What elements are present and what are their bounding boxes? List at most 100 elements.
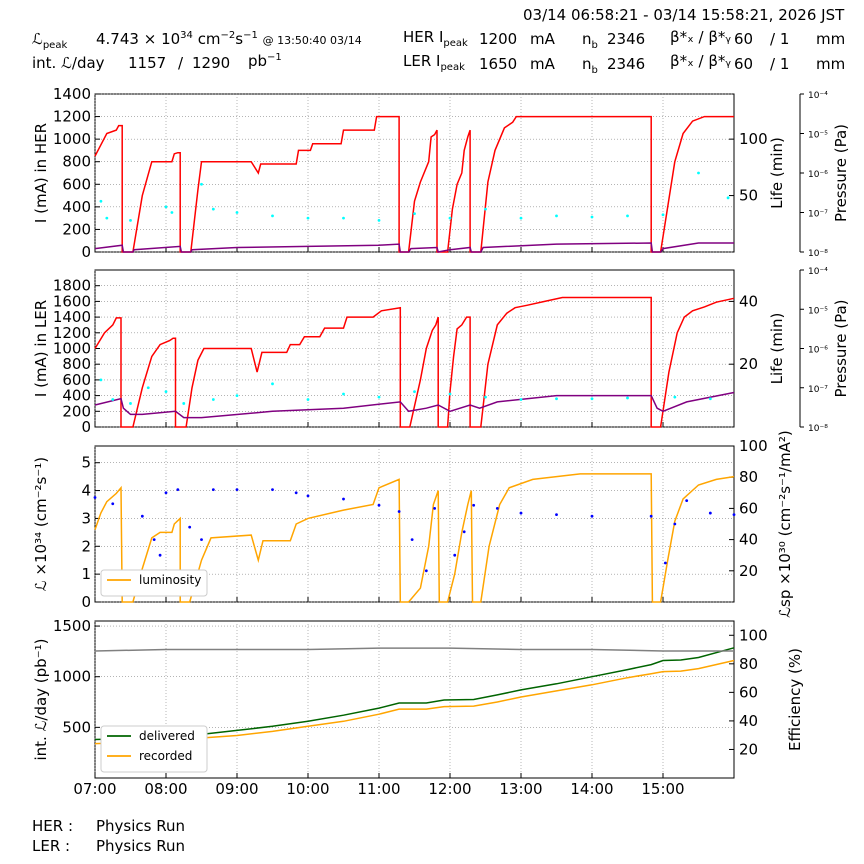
her-ytick-label: 1000 [53, 130, 91, 148]
lpeak-exp: 34 [180, 30, 193, 41]
lpeak-symbol: ℒ [32, 30, 43, 48]
her-pressure-point [164, 205, 168, 209]
integrated-ylabel: int. ℒ/day (pb⁻¹) [32, 639, 50, 761]
her-pressure-point [271, 214, 274, 218]
her-label: HER I [403, 28, 444, 46]
her-pressure-point [661, 213, 665, 217]
luminosity-specific-point [685, 499, 689, 502]
integrated-legend [100, 725, 208, 773]
ler-y2tick-label: 20 [739, 355, 758, 373]
integrated-y2tick-label: 40 [739, 712, 758, 730]
ler-beta-unit: mm [816, 55, 846, 73]
ler-y3tick-label: 10⁻⁸ [808, 424, 828, 434]
ler-ytick-label: 1800 [53, 277, 91, 295]
luminosity-specific-point [519, 511, 523, 515]
ler-pressure-point [129, 402, 132, 405]
ler-pressure-point [146, 386, 150, 390]
her-pressure-point [377, 219, 381, 222]
luminosity-specific-point [555, 513, 558, 517]
ler-pressure-point [235, 394, 239, 397]
her-beta-unit: mm [816, 30, 846, 48]
luminosity-specific-point [708, 511, 712, 515]
her-nb-value: 2346 [607, 30, 646, 48]
lpeak-at: @ 13:50:40 03/14 [262, 34, 362, 47]
ler-ytick-label: 1600 [53, 292, 91, 310]
intl-delivered: 1157 [128, 54, 167, 72]
her-pressure-point [519, 216, 523, 220]
luminosity-specific-point [306, 494, 310, 498]
luminosity-ytick-label: 3 [81, 509, 91, 527]
ler-ytick-label: 0 [81, 418, 91, 436]
lpeak-unit-a: cm [197, 30, 221, 48]
ler-y3label: Pressure (Pa) [832, 299, 850, 397]
her-pressure-point [235, 211, 239, 214]
lpeak-sub: peak [42, 40, 68, 51]
ler-pressure-point [708, 397, 712, 401]
luminosity-specific-point [158, 553, 162, 557]
luminosity-specific-point [200, 538, 203, 541]
ler-pressure-point [626, 396, 629, 400]
her-ytick-label: 0 [81, 243, 91, 261]
ler-pressure-point [342, 392, 345, 396]
ler-pressure-point [182, 402, 186, 405]
lpeak-value: 4.743 [96, 30, 139, 48]
ler-ytick-label: 600 [62, 371, 91, 389]
ler-label: LER I [403, 52, 441, 70]
integrated-ytick-label: 500 [62, 718, 91, 736]
x-tick-label: 07:00 [73, 780, 116, 798]
ler-ylabel: I (mA) in LER [32, 300, 50, 397]
luminosity-ytick-label: 0 [81, 593, 91, 611]
luminosity-ytick-label: 1 [81, 565, 91, 583]
her-frame [94, 93, 735, 253]
her-nb: n [582, 30, 592, 48]
ler-pressure-point [211, 398, 215, 401]
ler-y2tick-label: 40 [739, 292, 758, 310]
her-ytick-label: 600 [62, 175, 91, 193]
luminosity-specific-point [732, 513, 736, 517]
her-pressure-point [99, 199, 103, 203]
integrated-efficiency-line [94, 647, 734, 652]
integrated-y2tick-label: 80 [739, 655, 758, 673]
luminosity-specific-point [235, 488, 239, 492]
luminosity-y2tick-label: 60 [739, 499, 758, 517]
her-pressure-point [105, 216, 109, 220]
her-y3tick-label: 10⁻⁵ [808, 131, 828, 141]
lpeak-times: × 10 [143, 30, 181, 48]
integrated-recorded-line [94, 659, 735, 745]
integrated-y2label: Efficiency (%) [786, 648, 804, 751]
her-status-label: HER : [32, 817, 74, 835]
her-life-line [94, 242, 734, 253]
ler-current-line [94, 296, 735, 428]
lpeak-unit-exp1: −2 [220, 30, 236, 41]
her-y3tick-label: 10⁻⁸ [808, 249, 828, 259]
ler-pressure-point [590, 397, 594, 401]
x-tick-label: 13:00 [499, 780, 542, 798]
ler-ytick-label: 1000 [53, 340, 91, 358]
ler-pressure-point [673, 395, 677, 399]
x-tick-label: 11:00 [357, 780, 400, 798]
ler-pressure-point [484, 395, 487, 399]
luminosity-y2tick-label: 100 [739, 437, 768, 455]
integrated-ytick-label: 1500 [53, 617, 91, 635]
lpeak-unit-b: s [235, 30, 244, 48]
her-beta-x: 60 [734, 30, 754, 48]
her-pressure-point [726, 196, 730, 200]
luminosity-specific-point [93, 496, 97, 499]
ler-pressure-point [306, 398, 310, 401]
luminosity-specific-point [211, 488, 215, 492]
her-nb-label: nb [582, 30, 598, 51]
x-tick-label: 09:00 [215, 780, 258, 798]
ler-y3tick-label: 10⁻⁴ [808, 267, 828, 277]
integrated-ytick-label: 1000 [53, 668, 91, 686]
luminosity-specific-point [294, 491, 298, 495]
x-tick-label: 10:00 [286, 780, 329, 798]
luminosity-specific-point [111, 502, 115, 506]
her-y3tick-label: 10⁻⁷ [808, 210, 828, 220]
ler-pressure-point [164, 390, 168, 394]
ler-pressure-point [271, 382, 274, 386]
ler-pressure-point [99, 378, 103, 382]
luminosity-specific-point [140, 514, 144, 518]
ler-y3tick-label: 10⁻⁵ [808, 306, 828, 316]
ler-nb-value: 2346 [607, 55, 646, 73]
her-pressure-point [484, 207, 487, 211]
